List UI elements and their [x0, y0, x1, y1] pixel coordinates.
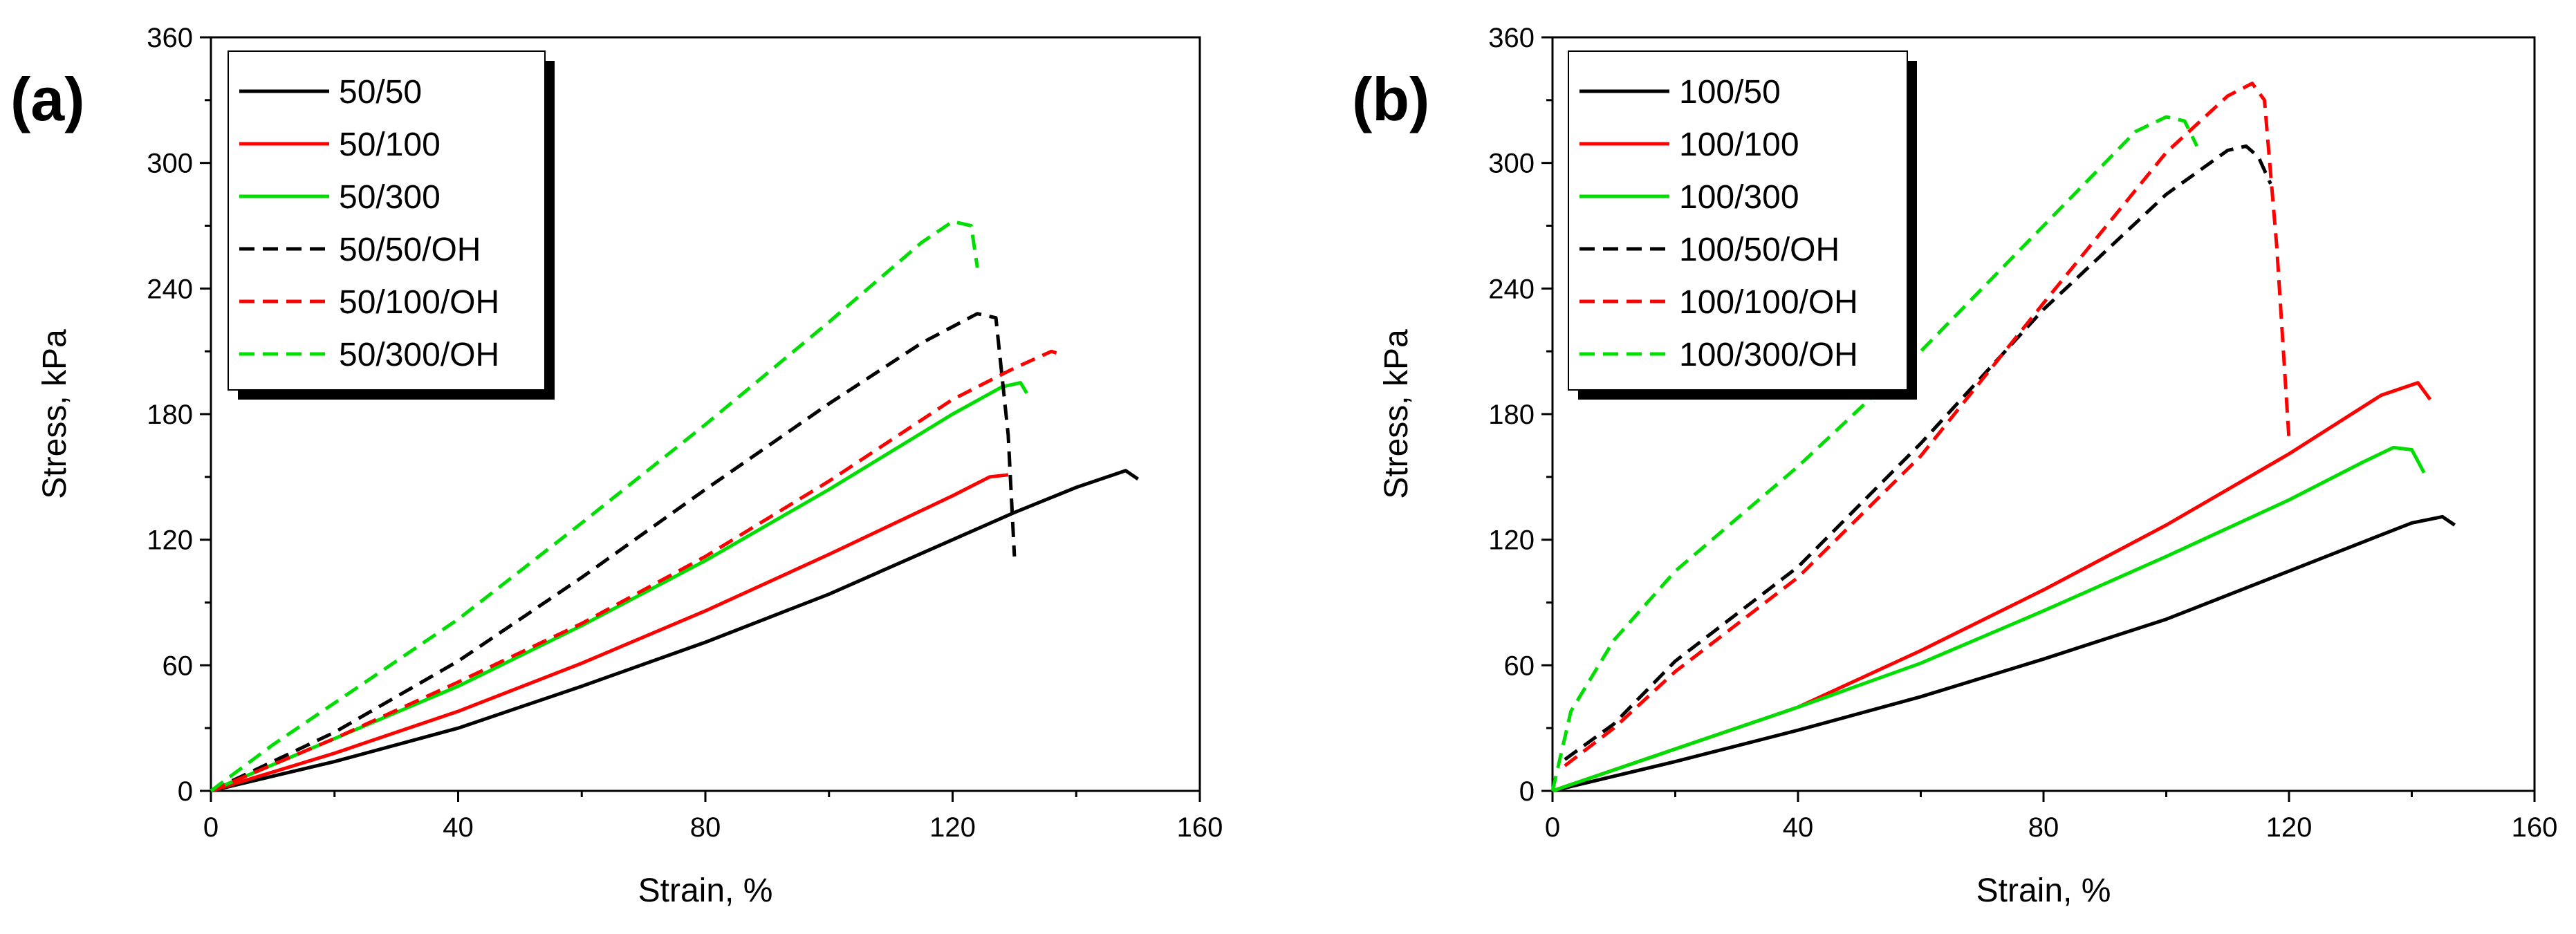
legend-label: 100/100: [1679, 127, 1799, 163]
x-tick-label: 120: [2266, 812, 2313, 843]
y-tick-label: 300: [147, 149, 193, 179]
y-tick-label: 120: [1488, 525, 1535, 556]
legend-label: 50/100: [339, 127, 441, 163]
y-tick-label: 60: [163, 651, 194, 681]
y-tick-label: 300: [1488, 149, 1535, 179]
panel-label: (b): [1352, 65, 1429, 133]
legend-label: 50/300: [339, 179, 441, 216]
series-line-100-100-oh: [1564, 82, 2291, 767]
legend-label: 50/50/OH: [339, 232, 481, 268]
series-line-50-100-oh: [210, 349, 1065, 793]
legend-label: 100/100/OH: [1679, 284, 1858, 321]
series-line-100-100: [1552, 381, 2432, 793]
y-tick-label: 180: [1488, 400, 1535, 430]
y-axis-title: Stress, kPa: [37, 329, 73, 499]
legend-label: 100/300/OH: [1679, 337, 1858, 373]
legend-label: 50/50: [339, 74, 422, 111]
legend-label: 50/300/OH: [339, 337, 499, 373]
series-line-50-100: [210, 473, 1009, 793]
y-axis-title: Stress, kPa: [1378, 329, 1415, 499]
x-tick-label: 0: [1545, 812, 1560, 843]
y-tick-label: 240: [147, 274, 193, 304]
series-line-100-50-oh: [1564, 144, 2272, 761]
y-tick-label: 240: [1488, 274, 1535, 304]
x-axis-title: Strain, %: [638, 872, 773, 909]
legend-box: [228, 50, 546, 391]
series-line-100-300: [1552, 445, 2426, 793]
y-tick-label: 120: [147, 525, 193, 556]
x-tick-label: 80: [690, 812, 721, 843]
legend-box: [1568, 50, 1908, 391]
y-tick-label: 180: [147, 400, 193, 430]
series-line-100-50: [1552, 514, 2456, 793]
legend-label: 50/100/OH: [339, 284, 499, 321]
x-tick-label: 120: [929, 812, 976, 843]
series-line-50-300-oh: [210, 219, 979, 793]
series-line-50-300: [210, 381, 1028, 793]
x-tick-label: 40: [443, 812, 474, 843]
chart-panel-b: 0 40 80 120 160 0 60 120 180 240 300 360 Strain, % St…: [1352, 23, 2557, 909]
legend-label: 100/50: [1679, 74, 1781, 111]
legend-label: 100/300: [1679, 179, 1799, 216]
series-line-50-50-oh: [210, 312, 1017, 793]
x-tick-label: 160: [1177, 812, 1223, 843]
y-tick-label: 360: [1488, 23, 1535, 53]
panel-label: (a): [10, 65, 85, 133]
y-tick-label: 60: [1504, 651, 1535, 681]
x-tick-label: 80: [2028, 812, 2059, 843]
x-tick-label: 160: [2512, 812, 2558, 843]
x-tick-label: 40: [1783, 812, 1814, 843]
x-axis-title: Strain, %: [1976, 872, 2111, 909]
y-tick-label: 0: [178, 776, 193, 807]
y-tick-label: 0: [1519, 776, 1535, 807]
legend-label: 100/50/OH: [1679, 232, 1840, 268]
y-tick-label: 360: [147, 23, 193, 53]
chart-panel-a: 0 40 80 120 160 0 60 120 180 240 300 360 Strain, % St…: [10, 23, 1223, 909]
x-tick-label: 0: [203, 812, 219, 843]
series-line-50-50: [210, 469, 1140, 793]
